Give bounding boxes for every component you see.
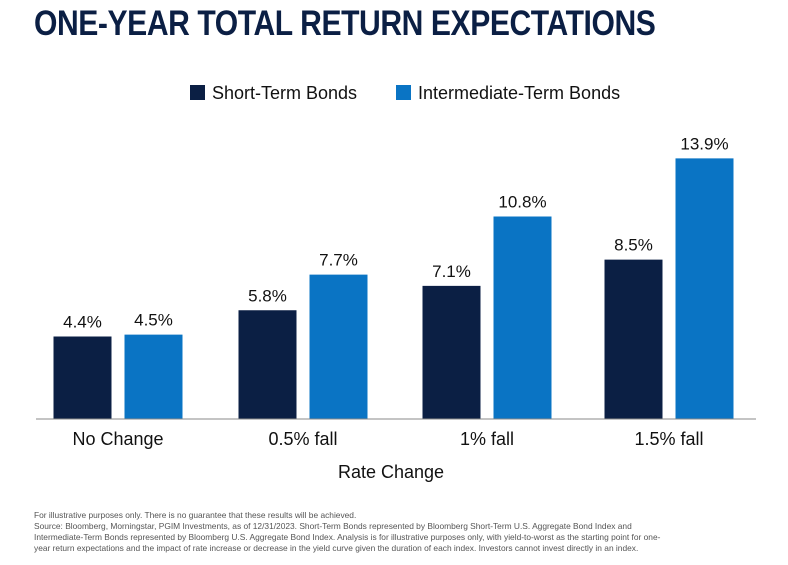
bar-value-label: 7.1% (432, 262, 471, 281)
category-tick-label: 0.5% fall (268, 429, 337, 449)
bar-value-label: 7.7% (319, 251, 358, 270)
bar (604, 259, 663, 419)
footnote-line: Intermediate-Term Bonds represented by B… (34, 532, 661, 542)
legend-label: Intermediate-Term Bonds (418, 83, 620, 103)
bar-value-label: 5.8% (248, 286, 287, 305)
footnote-line: For illustrative purposes only. There is… (34, 510, 357, 520)
bar (124, 334, 183, 419)
category-tick-label: 1.5% fall (634, 429, 703, 449)
bar (675, 158, 734, 419)
footnote-line: year return expectations and the impact … (34, 543, 639, 553)
bar (309, 274, 368, 419)
bar (422, 285, 481, 419)
legend-label: Short-Term Bonds (212, 83, 357, 103)
bar-value-label: 4.4% (63, 313, 102, 332)
bar-value-label: 8.5% (614, 236, 653, 255)
chart-title: ONE-YEAR TOTAL RETURN EXPECTATIONS (34, 4, 656, 43)
bar (493, 216, 552, 419)
bar (53, 336, 112, 419)
legend-swatch (190, 85, 205, 100)
legend-swatch (396, 85, 411, 100)
category-tick-label: 1% fall (460, 429, 514, 449)
footnote-line: Source: Bloomberg, Morningstar, PGIM Inv… (34, 521, 632, 531)
footnote: For illustrative purposes only. There is… (34, 510, 754, 554)
bar-value-label: 13.9% (680, 134, 728, 153)
bar (238, 310, 297, 419)
bar-value-label: 10.8% (498, 193, 546, 212)
category-tick-label: No Change (72, 429, 163, 449)
bar-chart: Short-Term Bonds Intermediate-Term Bonds 4… (36, 83, 756, 482)
x-axis-title: Rate Change (338, 462, 444, 482)
bar-value-label: 4.5% (134, 311, 173, 330)
